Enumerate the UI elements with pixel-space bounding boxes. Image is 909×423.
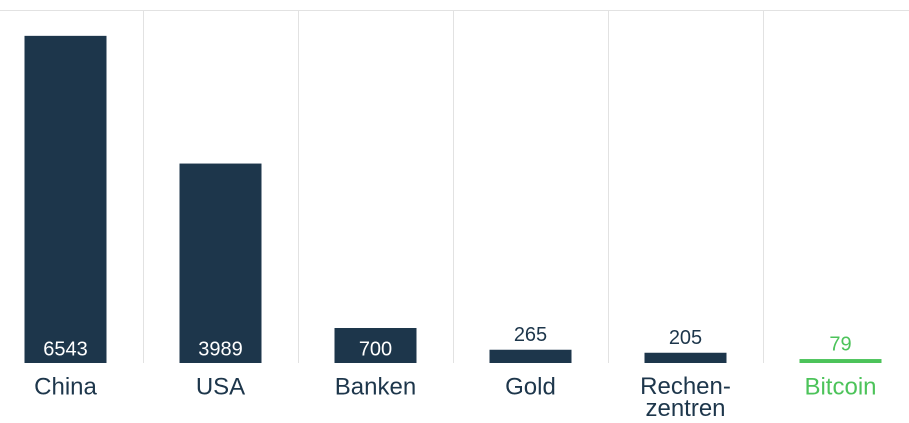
value-label: 6543: [43, 338, 88, 360]
bar: [799, 359, 882, 363]
value-label: 205: [669, 327, 702, 349]
x-tick-label: Gold: [505, 373, 556, 400]
bar: [24, 35, 107, 363]
x-tick-label: Bitcoin: [804, 373, 876, 400]
bar: [489, 349, 572, 363]
value-label: 700: [359, 338, 392, 360]
value-label: 3989: [198, 338, 243, 360]
bar: [179, 163, 262, 363]
value-label: 265: [514, 324, 547, 346]
x-tick-label: Banken: [335, 373, 416, 400]
value-label: 79: [829, 333, 851, 355]
x-tick-label: China: [34, 373, 97, 400]
x-tick-label: USA: [196, 373, 245, 400]
bar: [644, 352, 727, 363]
bar: [334, 328, 417, 363]
x-tick-label: Rechen-zentren: [640, 373, 731, 422]
